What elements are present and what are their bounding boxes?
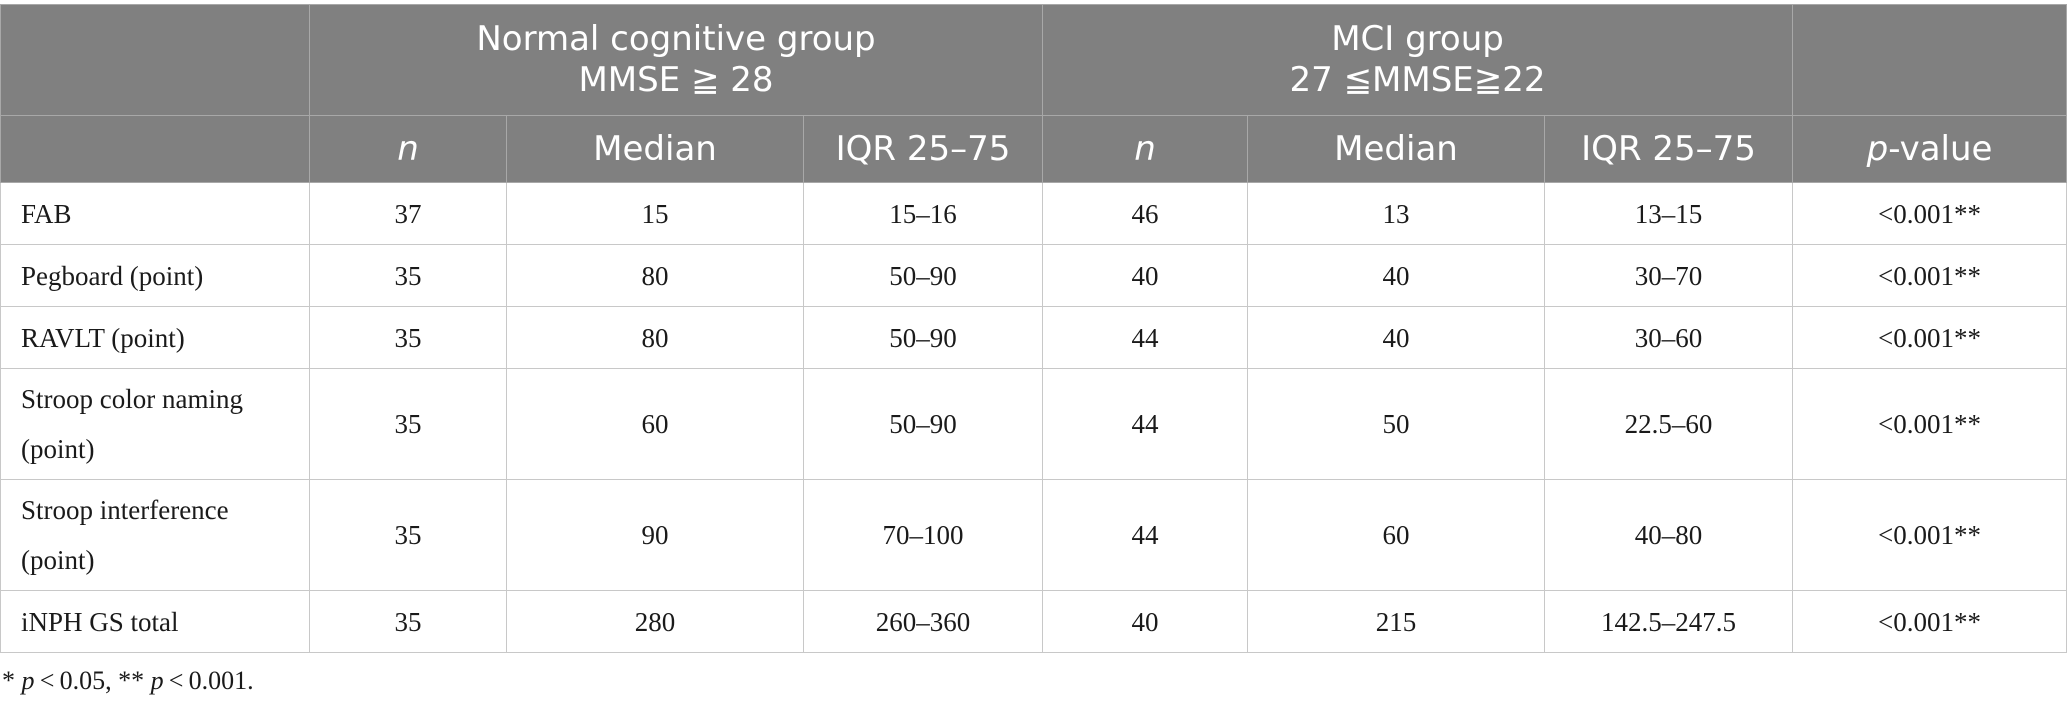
cell-iqr-normal: 50–90 bbox=[802, 306, 1044, 369]
cell-p-value: <0.001** bbox=[1792, 368, 2068, 480]
subheader-n-mci: n bbox=[1042, 115, 1249, 183]
cell-iqr-normal: 70–100 bbox=[802, 479, 1044, 591]
cell-iqr-mci: 30–60 bbox=[1544, 306, 1794, 369]
subheader-median-mci: Median bbox=[1247, 115, 1546, 183]
cell-n-mci: 40 bbox=[1042, 244, 1249, 307]
table-body: FAB 37 15 15–16 46 13 13–15 <0.001** Peg… bbox=[0, 182, 2068, 653]
cell-median-normal: 15 bbox=[506, 182, 804, 245]
header-normal-group-line2: MMSE ≧ 28 bbox=[578, 60, 774, 100]
row-label-line1: Stroop color naming bbox=[21, 384, 243, 414]
cell-iqr-mci: 30–70 bbox=[1544, 244, 1794, 307]
cell-n-normal: 35 bbox=[309, 244, 507, 307]
row-label: iNPH GS total bbox=[0, 590, 310, 653]
footnote-p-italic: p bbox=[150, 666, 164, 695]
cell-iqr-normal: 15–16 bbox=[802, 182, 1044, 245]
footnote-threshold-1: < 0.05, ** bbox=[34, 666, 151, 695]
cell-p-value: <0.001** bbox=[1792, 590, 2068, 653]
table-footnote: * p < 0.05, ** p < 0.001. bbox=[2, 666, 254, 696]
table-row: Stroop interference (point) 35 90 70–100… bbox=[0, 479, 2068, 591]
cell-p-value: <0.001** bbox=[1792, 479, 2068, 591]
table-row: Stroop color naming (point) 35 60 50–90 … bbox=[0, 368, 2068, 480]
cell-p-value: <0.001** bbox=[1792, 306, 2068, 369]
cell-median-normal: 90 bbox=[506, 479, 804, 591]
cell-iqr-mci: 142.5–247.5 bbox=[1544, 590, 1794, 653]
subheader-median-normal: Median bbox=[506, 115, 804, 183]
cell-n-normal: 35 bbox=[309, 479, 507, 591]
cell-n-normal: 35 bbox=[309, 368, 507, 480]
footnote-threshold-2: < 0.001. bbox=[163, 666, 254, 695]
subheader-p-value: p-value bbox=[1792, 115, 2068, 183]
cell-median-normal: 80 bbox=[506, 306, 804, 369]
cell-n-mci: 46 bbox=[1042, 182, 1249, 245]
table-container: Normal cognitive group MMSE ≧ 28 MCI gro… bbox=[0, 4, 2068, 653]
footnote-p-italic: p bbox=[21, 666, 35, 695]
header-mci-group-line2: 27 ≦MMSE≧22 bbox=[1289, 60, 1546, 100]
cell-median-mci: 60 bbox=[1247, 479, 1546, 591]
cell-median-mci: 215 bbox=[1247, 590, 1546, 653]
cell-n-mci: 44 bbox=[1042, 479, 1249, 591]
cell-median-normal: 60 bbox=[506, 368, 804, 480]
cell-iqr-normal: 50–90 bbox=[802, 244, 1044, 307]
table-row: FAB 37 15 15–16 46 13 13–15 <0.001** bbox=[0, 182, 2068, 245]
subheader-n-label: n bbox=[1134, 129, 1156, 169]
cell-n-mci: 44 bbox=[1042, 368, 1249, 480]
cell-median-mci: 50 bbox=[1247, 368, 1546, 480]
cell-median-mci: 40 bbox=[1247, 306, 1546, 369]
cell-median-mci: 13 bbox=[1247, 182, 1546, 245]
header-empty-cell bbox=[0, 4, 310, 116]
subheader-p-rest: -value bbox=[1888, 129, 1993, 169]
cell-median-mci: 40 bbox=[1247, 244, 1546, 307]
cell-p-value: <0.001** bbox=[1792, 244, 2068, 307]
header-empty-cell-right bbox=[1792, 4, 2068, 116]
subheader-p-italic: p bbox=[1866, 129, 1889, 169]
row-label: Stroop color naming (point) bbox=[0, 368, 310, 480]
row-label: Pegboard (point) bbox=[0, 244, 310, 307]
table-header: Normal cognitive group MMSE ≧ 28 MCI gro… bbox=[0, 4, 2068, 183]
subheader-n-label: n bbox=[397, 129, 419, 169]
cell-iqr-normal: 260–360 bbox=[802, 590, 1044, 653]
cell-median-normal: 280 bbox=[506, 590, 804, 653]
row-label-line1: Stroop interference bbox=[21, 495, 229, 525]
results-table: Normal cognitive group MMSE ≧ 28 MCI gro… bbox=[0, 4, 2068, 653]
cell-iqr-mci: 13–15 bbox=[1544, 182, 1794, 245]
row-label: RAVLT (point) bbox=[0, 306, 310, 369]
cell-p-value: <0.001** bbox=[1792, 182, 2068, 245]
subheader-iqr-normal: IQR 25–75 bbox=[802, 115, 1044, 183]
cell-iqr-mci: 40–80 bbox=[1544, 479, 1794, 591]
footnote-star: * bbox=[2, 666, 22, 695]
row-label: Stroop interference (point) bbox=[0, 479, 310, 591]
row-label: FAB bbox=[0, 182, 310, 245]
cell-n-mci: 40 bbox=[1042, 590, 1249, 653]
table-row: iNPH GS total 35 280 260–360 40 215 142.… bbox=[0, 590, 2068, 653]
header-normal-group-line1: Normal cognitive group bbox=[476, 19, 876, 59]
cell-iqr-mci: 22.5–60 bbox=[1544, 368, 1794, 480]
cell-n-normal: 35 bbox=[309, 306, 507, 369]
subheader-n-normal: n bbox=[309, 115, 507, 183]
cell-n-normal: 35 bbox=[309, 590, 507, 653]
cell-n-normal: 37 bbox=[309, 182, 507, 245]
cell-median-normal: 80 bbox=[506, 244, 804, 307]
subheader-iqr-mci: IQR 25–75 bbox=[1544, 115, 1794, 183]
subheader-empty-cell bbox=[0, 115, 310, 183]
cell-iqr-normal: 50–90 bbox=[802, 368, 1044, 480]
row-label-line2: (point) bbox=[21, 545, 95, 575]
header-mci-group: MCI group 27 ≦MMSE≧22 bbox=[1042, 4, 1794, 116]
row-label-line2: (point) bbox=[21, 434, 95, 464]
table-row: Pegboard (point) 35 80 50–90 40 40 30–70… bbox=[0, 244, 2068, 307]
header-mci-group-line1: MCI group bbox=[1331, 19, 1504, 59]
cell-n-mci: 44 bbox=[1042, 306, 1249, 369]
table-row: RAVLT (point) 35 80 50–90 44 40 30–60 <0… bbox=[0, 306, 2068, 369]
header-normal-group: Normal cognitive group MMSE ≧ 28 bbox=[308, 4, 1044, 116]
